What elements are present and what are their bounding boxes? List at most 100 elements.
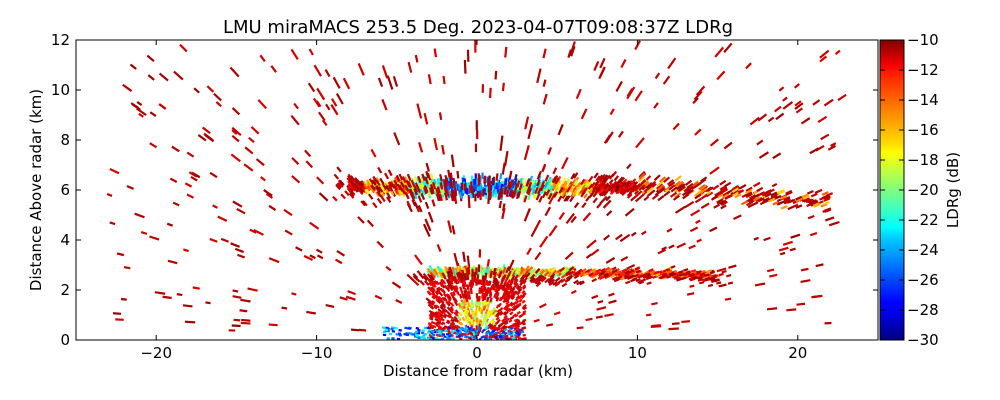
- ldr-gate: [505, 298, 510, 303]
- ldr-gate: [564, 251, 574, 260]
- ldr-gate: [683, 268, 689, 272]
- ldr-gate: [535, 193, 541, 201]
- ldr-gate: [424, 218, 432, 232]
- ldr-gate: [566, 186, 572, 193]
- ldr-gate: [613, 278, 620, 283]
- x-tick-label: −10: [301, 344, 333, 362]
- ldr-gate: [391, 281, 402, 289]
- ldr-gate: [570, 270, 577, 276]
- ldr-gate: [446, 306, 454, 314]
- ldr-gate: [551, 269, 557, 275]
- ldr-gate: [432, 325, 437, 329]
- ldr-gate: [778, 246, 789, 252]
- ldr-gate: [635, 278, 641, 282]
- ldr-gate: [819, 55, 828, 63]
- ldr-gate: [723, 141, 733, 150]
- ldr-gate: [482, 305, 486, 311]
- ldr-gate: [455, 331, 460, 335]
- ldr-gate: [316, 254, 324, 260]
- ldr-gate: [497, 192, 501, 201]
- ldr-gate: [608, 292, 615, 297]
- ldr-gate: [569, 41, 576, 55]
- ldr-gate: [707, 283, 714, 288]
- ldr-gate: [676, 278, 682, 282]
- ldr-gate: [455, 289, 459, 295]
- ldr-gate: [441, 296, 446, 302]
- ldr-gate: [646, 281, 652, 286]
- ldr-gate: [446, 319, 451, 324]
- ldr-gate: [419, 280, 425, 286]
- ldr-gate: [450, 329, 455, 334]
- ldr-gate: [642, 273, 649, 278]
- ldr-gate: [268, 257, 280, 264]
- ldr-gate: [454, 301, 459, 307]
- ldr-gate: [466, 294, 471, 300]
- ldr-gate: [709, 277, 715, 281]
- ldr-gate: [549, 184, 554, 191]
- ldr-gate: [445, 320, 450, 325]
- ldr-gate: [358, 328, 367, 332]
- ldr-gate: [454, 285, 459, 291]
- ldr-gate: [562, 182, 568, 188]
- ldr-gate: [482, 316, 486, 322]
- ldr-gate: [703, 273, 710, 277]
- ldr-gate: [651, 301, 658, 306]
- ldr-gate: [428, 323, 433, 327]
- ldr-gate: [573, 172, 579, 179]
- ldr-gate: [149, 142, 158, 149]
- ldr-gate: [530, 277, 536, 284]
- ldr-gate: [444, 329, 448, 333]
- ldr-gate: [448, 182, 452, 189]
- ldr-gate: [830, 142, 837, 147]
- ldr-gate: [205, 301, 211, 305]
- colorbar-tick-label: −14: [907, 91, 939, 109]
- ldr-gate: [416, 185, 421, 194]
- ldr-gate: [692, 276, 698, 280]
- ldr-gate: [499, 135, 504, 151]
- ldr-gate: [508, 285, 513, 291]
- ldr-gate: [643, 195, 650, 202]
- ldr-gate: [376, 240, 385, 249]
- ldr-gate: [480, 313, 484, 319]
- ldr-gate: [511, 287, 516, 293]
- ldr-gate: [193, 87, 200, 94]
- ldr-gate: [372, 202, 378, 209]
- ldr-gate: [505, 300, 510, 306]
- ldr-gate: [466, 325, 471, 331]
- ldr-gate: [504, 270, 510, 278]
- ldr-gate: [516, 290, 521, 296]
- ldr-gate: [542, 93, 548, 105]
- ldr-gate: [820, 203, 828, 208]
- ldr-gate: [783, 195, 791, 201]
- ldr-gate: [648, 189, 656, 196]
- ldr-gate: [786, 308, 797, 312]
- ldr-gate: [549, 273, 556, 279]
- ldr-gate: [507, 259, 515, 273]
- ldr-gate: [693, 90, 703, 101]
- data-marks: [106, 40, 847, 340]
- ldr-gate: [518, 278, 524, 283]
- colorbar-tick-label: −12: [907, 61, 939, 79]
- ldr-gate: [521, 299, 526, 304]
- ldr-gate: [619, 176, 626, 183]
- ldr-gate: [689, 284, 695, 288]
- ldr-gate: [501, 318, 506, 323]
- ldr-gate: [209, 171, 218, 179]
- ldr-gate: [794, 100, 802, 107]
- ldr-gate: [500, 275, 506, 283]
- ldr-gate: [532, 192, 537, 199]
- ldr-gate: [553, 175, 559, 183]
- ldr-gate: [291, 157, 300, 165]
- ldr-gate: [638, 172, 646, 180]
- ldr-gate: [719, 199, 727, 205]
- ldr-gate: [762, 197, 770, 203]
- ldr-gate: [520, 330, 525, 334]
- ldr-gate: [820, 133, 830, 141]
- ldr-gate: [631, 178, 637, 184]
- ldr-gate: [466, 268, 470, 276]
- ldr-gate: [581, 202, 587, 209]
- ldr-gate: [548, 191, 557, 205]
- ldr-gate: [697, 276, 704, 280]
- ldr-gate: [460, 301, 465, 307]
- ldr-gate: [603, 183, 610, 190]
